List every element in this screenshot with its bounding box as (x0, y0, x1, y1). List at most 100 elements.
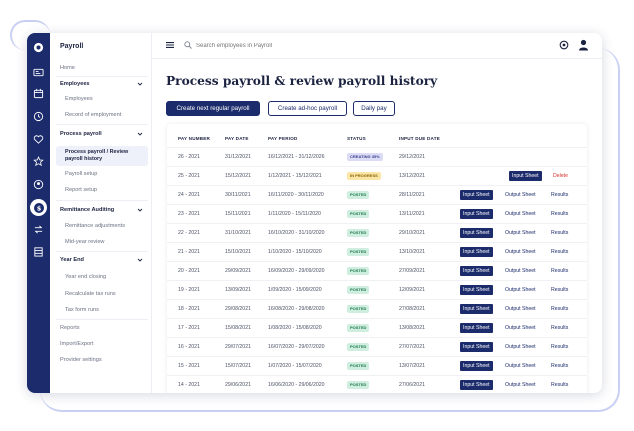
input-sheet-button[interactable]: Input Sheet (460, 228, 493, 238)
logo-icon[interactable] (31, 40, 46, 55)
output-sheet-link[interactable]: Output Sheet (505, 363, 536, 369)
delete-link[interactable]: Delete (553, 173, 568, 179)
sidebar-item-year-end-closing[interactable]: Year end closing (65, 274, 107, 280)
transfer-icon[interactable] (31, 222, 46, 237)
chevron-down-icon[interactable] (137, 207, 143, 213)
sidebar-item-process-review[interactable]: Process payroll / Review payroll history (65, 149, 129, 162)
results-link[interactable]: Results (551, 192, 569, 198)
sidebar-item-active-bg[interactable] (56, 146, 148, 166)
sidebar-group-remittance[interactable]: Remittance Auditing (60, 207, 115, 213)
results-link[interactable]: Results (551, 325, 569, 331)
sidebar-item-payroll-setup[interactable]: Payroll setup (65, 171, 98, 177)
sidebar-item-reports[interactable]: Reports (60, 325, 80, 331)
pay-date-cell: 31/10/2021 (225, 230, 251, 236)
results-link[interactable]: Results (551, 211, 569, 217)
pay-number-cell: 19 - 2021 (178, 287, 200, 293)
pay-number-cell: 16 - 2021 (178, 344, 200, 350)
results-link[interactable]: Results (551, 344, 569, 350)
id-card-icon[interactable] (31, 65, 46, 80)
output-sheet-link[interactable]: Output Sheet (505, 344, 536, 350)
column-header-input-due-date: INPUT DUE DATE (399, 136, 440, 141)
input-sheet-button[interactable]: Input Sheet (509, 171, 542, 181)
sidebar-item-employees[interactable]: Employees (65, 96, 93, 102)
status-badge: POSTED (347, 324, 370, 332)
menu-icon[interactable] (166, 42, 174, 48)
sidebar-item-import-export[interactable]: Import/Export (60, 341, 94, 347)
heart-icon[interactable] (31, 132, 46, 147)
input-sheet-button[interactable]: Input Sheet (460, 323, 493, 333)
divider (56, 76, 148, 77)
results-link[interactable]: Results (551, 230, 569, 236)
clock-icon[interactable] (31, 109, 46, 124)
pay-date-cell: 30/11/2021 (225, 192, 251, 198)
create-ad-hoc-payroll-button[interactable]: Create ad-hoc payroll (268, 101, 347, 116)
input-due-date-cell: 29/10/2021 (399, 230, 425, 236)
input-sheet-button[interactable]: Input Sheet (460, 304, 493, 314)
avatar[interactable] (578, 39, 589, 51)
results-link[interactable]: Results (551, 363, 569, 369)
create-next-regular-payroll-button[interactable]: Create next regular payroll (166, 101, 260, 116)
pay-date-cell: 15/08/2021 (225, 325, 251, 331)
results-link[interactable]: Results (551, 382, 569, 388)
payroll-dollar-icon[interactable]: $ (30, 199, 47, 216)
star-icon[interactable] (31, 154, 46, 169)
calendar-icon[interactable] (31, 86, 46, 101)
sidebar-item-record-of-employment[interactable]: Record of employment (65, 112, 122, 118)
output-sheet-link[interactable]: Output Sheet (505, 287, 536, 293)
input-sheet-button[interactable]: Input Sheet (460, 209, 493, 219)
pay-period-cell: 16/11/2020 - 30/11/2020 (268, 192, 324, 198)
table-row: 15 - 2021 15/07/2021 1/07/2020 - 15/07/202… (167, 356, 587, 375)
results-link[interactable]: Results (551, 249, 569, 255)
output-sheet-link[interactable]: Output Sheet (505, 325, 536, 331)
status-badge: CREATING 35% (347, 153, 383, 161)
status-badge: POSTED (347, 210, 370, 218)
sidebar-item-provider-settings[interactable]: Provider settings (60, 357, 102, 363)
output-sheet-link[interactable]: Output Sheet (505, 211, 536, 217)
sidebar-item-remittance-adjustments[interactable]: Remittance adjustments (65, 223, 126, 229)
gear-icon[interactable] (559, 40, 569, 50)
output-sheet-link[interactable]: Output Sheet (505, 230, 536, 236)
input-sheet-button[interactable]: Input Sheet (460, 380, 493, 390)
results-link[interactable]: Results (551, 287, 569, 293)
input-sheet-button[interactable]: Input Sheet (460, 342, 493, 352)
building-icon[interactable] (31, 244, 46, 259)
input-sheet-button[interactable]: Input Sheet (460, 247, 493, 257)
output-sheet-link[interactable]: Output Sheet (505, 192, 536, 198)
input-sheet-button[interactable]: Input Sheet (460, 266, 493, 276)
sidebar-item-mid-year-review[interactable]: Mid-year review (65, 239, 105, 245)
sidebar-group-process-payroll[interactable]: Process payroll (60, 131, 102, 137)
pay-date-cell: 15/07/2021 (225, 363, 251, 369)
pay-date-cell: 29/08/2021 (225, 306, 251, 312)
sidebar-item-recalculate-tax-runs[interactable]: Recalculate tax runs (65, 291, 116, 297)
sidebar-item-home[interactable]: Home (60, 65, 75, 71)
results-link[interactable]: Results (551, 268, 569, 274)
daily-pay-button[interactable]: Daily pay (353, 101, 395, 116)
search-input[interactable] (196, 40, 356, 51)
status-badge: POSTED (347, 229, 370, 237)
sidebar-group-year-end[interactable]: Year End (60, 257, 84, 263)
chevron-down-icon[interactable] (137, 81, 143, 87)
input-sheet-button[interactable]: Input Sheet (460, 285, 493, 295)
output-sheet-link[interactable]: Output Sheet (505, 382, 536, 388)
sidebar-item-tax-form-runs[interactable]: Tax form runs (65, 307, 99, 313)
chevron-down-icon[interactable] (137, 257, 143, 263)
input-sheet-button[interactable]: Input Sheet (460, 361, 493, 371)
page-title: Process payroll & review payroll history (166, 74, 438, 88)
output-sheet-link[interactable]: Output Sheet (505, 306, 536, 312)
table-row: 20 - 2021 29/09/2021 16/09/2020 - 29/09/20… (167, 261, 587, 280)
pay-period-cell: 16/09/2020 - 29/09/2020 (268, 268, 325, 274)
pay-period-cell: 16/08/2020 - 29/08/2020 (268, 306, 325, 312)
sidebar-item-report-setup[interactable]: Report setup (65, 187, 98, 193)
output-sheet-link[interactable]: Output Sheet (505, 268, 536, 274)
divider (56, 251, 148, 252)
output-sheet-link[interactable]: Output Sheet (505, 249, 536, 255)
people-icon[interactable] (31, 177, 46, 192)
input-due-date-cell: 13/10/2021 (399, 249, 425, 255)
input-due-date-cell: 13/07/2021 (399, 363, 425, 369)
input-sheet-button[interactable]: Input Sheet (460, 190, 493, 200)
input-due-date-cell: 27/09/2021 (399, 268, 425, 274)
sidebar-group-employees[interactable]: Employees (60, 81, 90, 87)
chevron-down-icon[interactable] (137, 131, 143, 137)
table-row: 17 - 2021 15/08/2021 1/08/2020 - 15/08/202… (167, 318, 587, 337)
results-link[interactable]: Results (551, 306, 569, 312)
